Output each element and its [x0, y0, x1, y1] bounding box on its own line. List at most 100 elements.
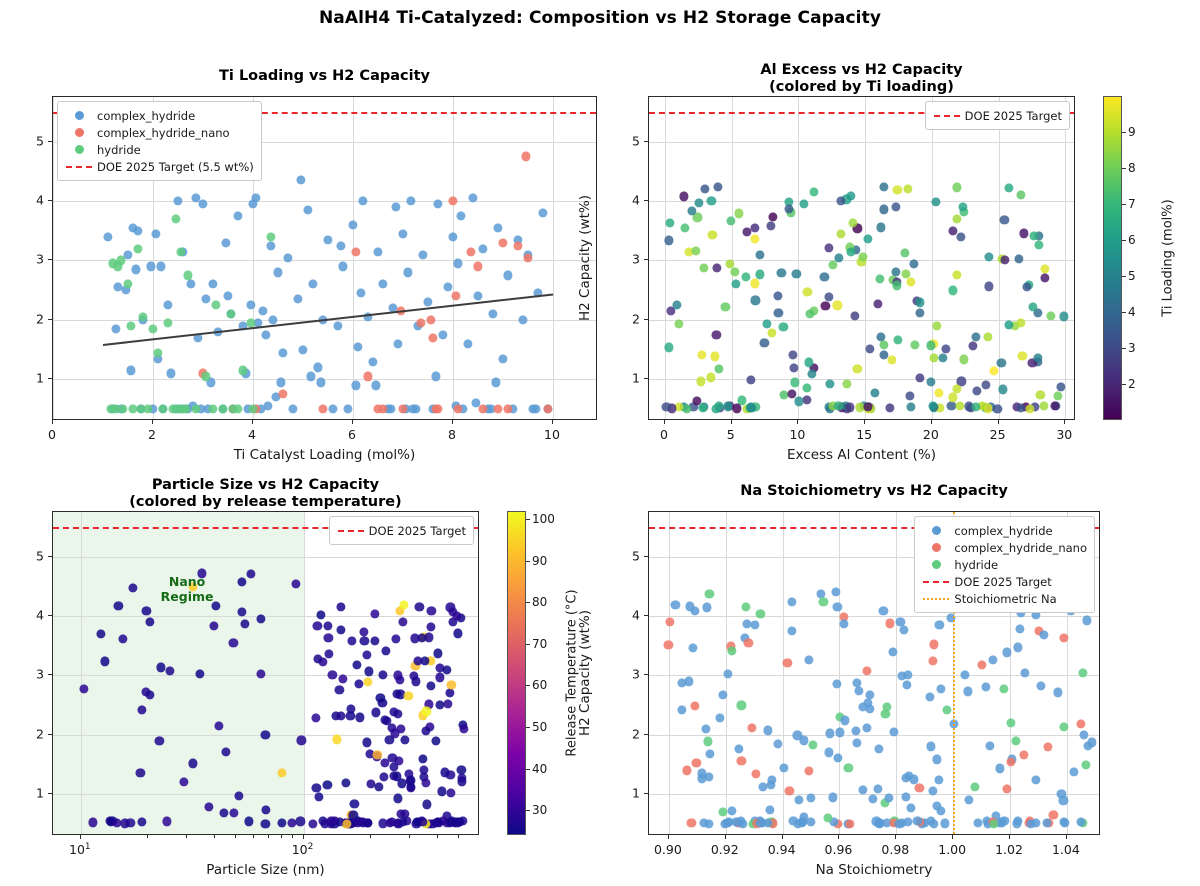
data-point [168, 404, 178, 414]
legend-marker-dashed-line [932, 114, 962, 117]
x-axis-tick [1009, 835, 1011, 839]
data-point [523, 252, 533, 263]
data-point [1059, 722, 1069, 732]
doe-target-line [53, 526, 478, 529]
data-point [248, 404, 258, 414]
data-point [265, 232, 276, 242]
data-point [858, 701, 868, 712]
data-point [842, 379, 852, 389]
data-point [878, 606, 888, 616]
data-point [148, 404, 158, 414]
legend-marker-dot [64, 128, 94, 137]
data-point [430, 371, 441, 381]
data-point [283, 252, 293, 263]
data-point [890, 267, 901, 277]
data-point [1031, 818, 1041, 828]
data-point [380, 715, 390, 725]
data-point [1030, 402, 1040, 412]
data-point [788, 816, 799, 826]
legend-panel4[interactable]: complex_hydride complex_hydride_nano hydri… [914, 516, 1095, 613]
panel-title-line1: Al Excess vs H2 Capacity [760, 62, 963, 78]
data-point [738, 819, 748, 829]
data-point [784, 786, 795, 796]
data-point [677, 677, 687, 688]
data-point [984, 251, 994, 262]
legend-item-1[interactable]: complex_hydride_nano [64, 124, 254, 141]
gridline-horizontal [649, 616, 1099, 618]
x-axis-minor-tick [235, 835, 237, 838]
data-point [110, 404, 121, 414]
y-axis-tick-label: 5 [632, 133, 640, 149]
colorbar-tick-label: 3 [1128, 341, 1136, 355]
data-point [876, 332, 886, 342]
data-point [141, 687, 151, 697]
gridline-vertical [665, 97, 666, 419]
legend-item-0[interactable]: DOE 2025 Target [932, 107, 1062, 124]
data-point [205, 377, 216, 387]
data-point [219, 808, 229, 818]
y-axis-tick-label: 4 [632, 192, 640, 208]
data-point [747, 723, 757, 733]
x-axis-minor-tick [280, 835, 282, 838]
data-point [118, 634, 128, 644]
data-point [928, 401, 938, 411]
y-axis-tick [48, 733, 52, 735]
legend-dotted-line-icon [923, 597, 950, 600]
data-point [246, 569, 256, 579]
data-point [882, 818, 892, 828]
colorbar-tick [1122, 384, 1126, 385]
data-point [133, 244, 143, 254]
legend-item-3[interactable]: DOE 2025 Target (5.5 wt%) [64, 158, 254, 175]
data-point [856, 257, 867, 267]
data-point [188, 582, 198, 592]
data-point [450, 291, 461, 301]
legend-panel2[interactable]: DOE 2025 Target [924, 101, 1070, 130]
data-point [909, 259, 919, 269]
legend-item-0[interactable]: DOE 2025 Target [336, 522, 466, 539]
data-point [952, 182, 962, 192]
x-axis-tick [838, 835, 840, 839]
data-point [1032, 308, 1043, 318]
data-point [425, 315, 436, 325]
legend-item-1[interactable]: complex_hydride_nano [921, 539, 1087, 556]
data-point [1049, 401, 1060, 411]
data-point [1022, 282, 1032, 292]
data-point [734, 744, 744, 754]
data-point [378, 404, 388, 414]
data-point [1046, 311, 1056, 321]
legend-panel3[interactable]: DOE 2025 Target [328, 516, 474, 545]
data-point [431, 736, 441, 746]
data-point [398, 229, 408, 239]
legend-item-0[interactable]: complex_hydride [921, 522, 1087, 539]
legend-item-2[interactable]: hydride [921, 556, 1087, 573]
data-point [858, 785, 868, 795]
data-point [448, 617, 458, 627]
data-point [293, 294, 303, 304]
y-axis-tick [644, 259, 648, 261]
data-point [1013, 642, 1023, 652]
legend-item-4[interactable]: Stoichiometric Na [921, 590, 1087, 607]
data-point [999, 684, 1009, 694]
data-point [988, 655, 998, 665]
data-point [153, 353, 163, 364]
data-point [244, 816, 254, 827]
colorbar-tick-label: 30 [532, 803, 548, 818]
data-point [991, 811, 1001, 821]
legend-item-3[interactable]: DOE 2025 Target [921, 573, 1087, 590]
data-point [845, 242, 855, 252]
x-axis-tick-label: 4 [248, 427, 256, 442]
legend-panel1[interactable]: complex_hydride complex_hydride_nano hydri… [57, 101, 262, 181]
data-point [115, 255, 126, 266]
data-point [229, 808, 239, 818]
x-axis-label: Particle Size (nm) [206, 862, 325, 878]
data-point [508, 404, 518, 414]
data-point [952, 384, 962, 394]
data-point [179, 777, 189, 787]
legend-item-2[interactable]: hydride [64, 141, 254, 158]
data-point [731, 279, 741, 289]
legend-item-0[interactable]: complex_hydride [64, 107, 254, 124]
data-point [699, 262, 709, 273]
data-point [1014, 253, 1024, 264]
x-axis-tick-label: 2 [148, 427, 156, 442]
data-point [378, 279, 388, 289]
